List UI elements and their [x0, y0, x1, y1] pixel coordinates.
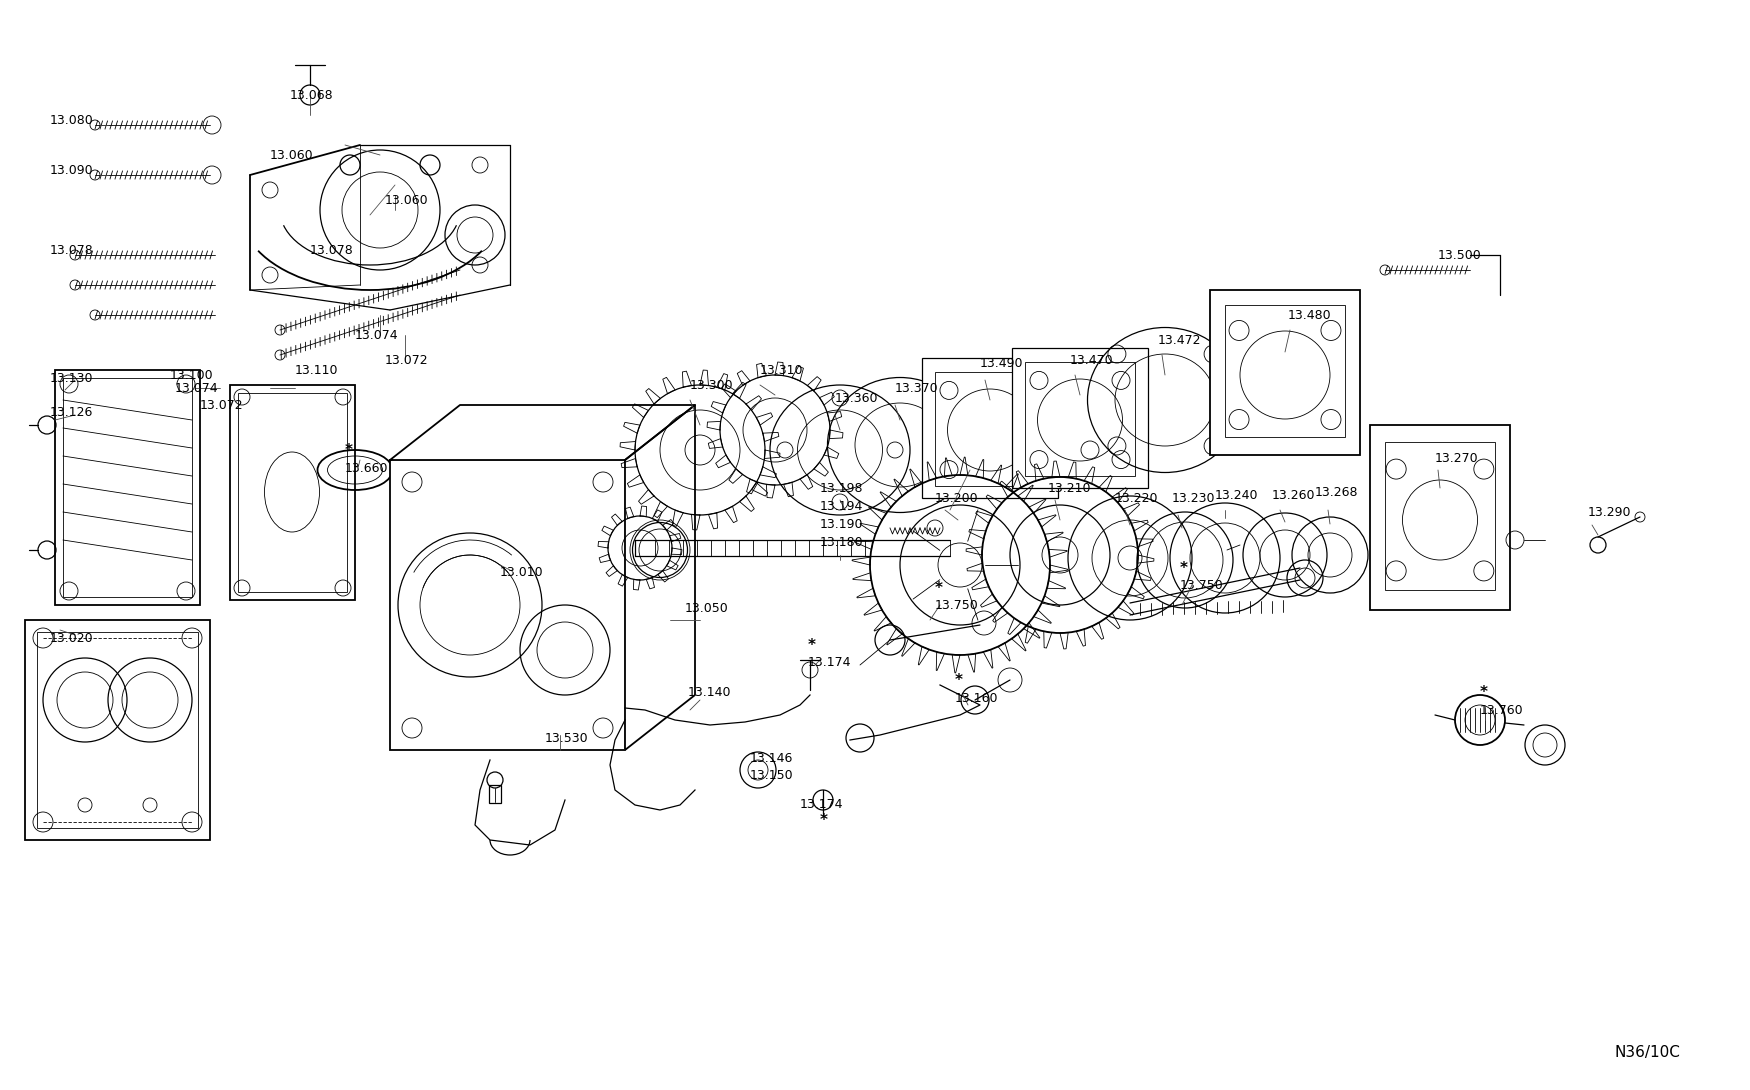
Text: 13.174: 13.174 [800, 798, 844, 811]
Text: 13.140: 13.140 [688, 686, 732, 699]
Text: 13.270: 13.270 [1435, 451, 1479, 464]
Bar [54, 370, 200, 605]
Text: 13.360: 13.360 [835, 391, 878, 404]
Text: 13.060: 13.060 [270, 148, 313, 161]
Bar [229, 385, 355, 600]
Bar [1225, 305, 1346, 437]
Text: 13.480: 13.480 [1288, 308, 1332, 322]
Text: 13.080: 13.080 [51, 113, 94, 126]
Text: 13.074: 13.074 [175, 382, 219, 395]
Text: 13.310: 13.310 [760, 363, 803, 376]
Text: 13.072: 13.072 [200, 399, 243, 412]
Text: 13.126: 13.126 [51, 405, 93, 419]
Bar [24, 620, 210, 840]
Bar [390, 460, 625, 750]
Text: 13.470: 13.470 [1069, 353, 1113, 366]
Text: *: * [808, 638, 816, 653]
Bar [1011, 348, 1148, 488]
Text: 13.174: 13.174 [808, 655, 852, 668]
Bar [488, 785, 500, 803]
Text: 13.020: 13.020 [51, 631, 94, 644]
Text: 13.300: 13.300 [690, 378, 733, 391]
Text: 13.290: 13.290 [1587, 506, 1631, 519]
Text: 13.268: 13.268 [1314, 485, 1358, 498]
Polygon shape [625, 405, 695, 750]
Bar [1209, 290, 1360, 455]
Text: 13.110: 13.110 [296, 363, 338, 376]
Text: *: * [821, 812, 828, 827]
Text: 13.220: 13.220 [1115, 492, 1158, 505]
Text: 13.200: 13.200 [934, 492, 978, 505]
Bar [1384, 443, 1494, 590]
Text: 13.370: 13.370 [894, 382, 938, 395]
Bar [934, 372, 1045, 486]
Bar [63, 378, 193, 597]
Text: 13.146: 13.146 [751, 751, 793, 764]
Polygon shape [390, 405, 695, 460]
Text: *: * [345, 443, 354, 458]
Text: 13.072: 13.072 [385, 353, 429, 366]
Text: *: * [1480, 685, 1488, 700]
Text: 13.100: 13.100 [170, 368, 214, 381]
Text: 13.090: 13.090 [51, 164, 94, 177]
Text: 13.130: 13.130 [51, 372, 93, 385]
Text: 13.230: 13.230 [1172, 492, 1216, 505]
Bar [922, 358, 1059, 498]
Text: 13.750: 13.750 [1180, 579, 1223, 592]
Text: 13.490: 13.490 [980, 356, 1024, 370]
Text: 13.194: 13.194 [821, 499, 863, 512]
Text: N36/10C: N36/10C [1614, 1045, 1680, 1059]
Text: 13.240: 13.240 [1214, 488, 1258, 501]
Text: 13.198: 13.198 [821, 482, 863, 495]
Text: *: * [1180, 560, 1188, 576]
Text: 13.050: 13.050 [684, 602, 728, 615]
Text: 13.472: 13.472 [1158, 334, 1202, 347]
Bar [37, 632, 198, 828]
Text: 13.150: 13.150 [751, 768, 794, 782]
Text: 13.190: 13.190 [821, 518, 863, 531]
Text: 13.750: 13.750 [934, 598, 978, 611]
Text: 13.074: 13.074 [355, 328, 399, 341]
Text: *: * [934, 581, 943, 595]
Text: *: * [956, 673, 963, 688]
Bar [238, 393, 346, 592]
Text: 13.210: 13.210 [1048, 482, 1092, 495]
Text: 13.160: 13.160 [956, 691, 999, 704]
Text: 13.010: 13.010 [500, 566, 544, 579]
Text: 13.500: 13.500 [1438, 249, 1482, 262]
Text: 13.180: 13.180 [821, 535, 864, 548]
Text: 13.060: 13.060 [385, 194, 429, 206]
Text: 13.078: 13.078 [310, 243, 354, 256]
Bar [1026, 362, 1136, 476]
Bar [1370, 425, 1510, 610]
Text: 13.068: 13.068 [290, 88, 334, 101]
Text: 13.078: 13.078 [51, 243, 94, 256]
Text: 13.260: 13.260 [1272, 488, 1316, 501]
Text: 13.530: 13.530 [544, 731, 588, 744]
Text: 13.660: 13.660 [345, 461, 388, 474]
Text: 13.760: 13.760 [1480, 703, 1524, 716]
